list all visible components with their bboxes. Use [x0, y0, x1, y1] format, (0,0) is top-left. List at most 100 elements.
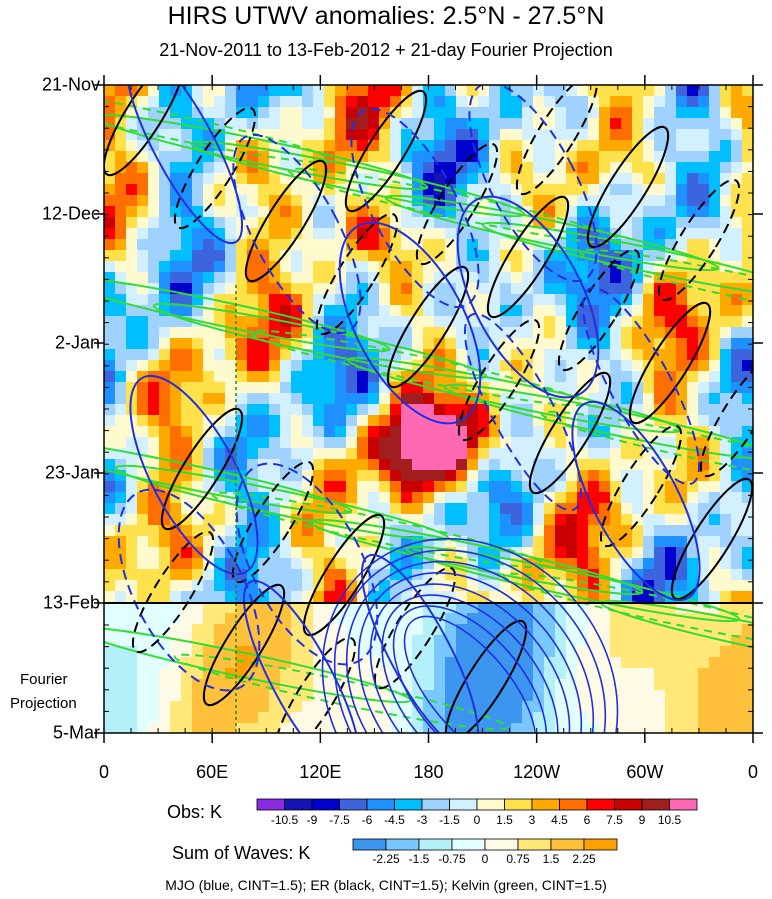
field-cell [181, 107, 193, 119]
obs-level-label: 7.5 [606, 813, 623, 827]
field-cell [566, 162, 578, 174]
field-cell [522, 536, 534, 548]
field-cell [467, 96, 479, 108]
field-cell [192, 118, 204, 130]
field-cell [368, 129, 380, 141]
field-cell [423, 668, 435, 680]
field-cell [280, 646, 292, 658]
field-cell [247, 107, 259, 119]
field-cell [280, 173, 292, 185]
field-cell [115, 646, 127, 658]
field-cell [192, 613, 204, 625]
field-cell [203, 624, 215, 636]
field-cell [181, 481, 193, 493]
field-cell [533, 118, 545, 130]
field-cell [236, 690, 248, 702]
field-cell [302, 173, 314, 185]
field-cell [423, 151, 435, 163]
field-cell [665, 481, 677, 493]
field-cell [214, 547, 226, 559]
field-cell [643, 316, 655, 328]
field-cell [621, 668, 633, 680]
field-cell [181, 250, 193, 262]
field-cell [654, 151, 666, 163]
field-cell [291, 305, 303, 317]
field-cell [643, 228, 655, 240]
field-cell [456, 360, 468, 372]
field-cell [258, 85, 270, 97]
field-cell [544, 459, 556, 471]
field-cell [126, 635, 138, 647]
field-cell [247, 459, 259, 471]
field-cell [445, 635, 457, 647]
field-cell [115, 140, 127, 152]
field-cell [214, 382, 226, 394]
field-cell [357, 382, 369, 394]
field-cell [555, 184, 567, 196]
field-cell [159, 547, 171, 559]
field-cell [313, 712, 325, 724]
field-cell [599, 107, 611, 119]
field-cell [170, 404, 182, 416]
field-cell [654, 327, 666, 339]
field-cell [258, 712, 270, 724]
field-cell [335, 415, 347, 427]
field-cell [280, 558, 292, 570]
field-cell [676, 217, 688, 229]
field-cell [566, 283, 578, 295]
field-cell [698, 393, 710, 405]
field-cell [434, 239, 446, 251]
field-cell [137, 272, 149, 284]
field-cell [698, 96, 710, 108]
field-cell [247, 206, 259, 218]
field-cell [390, 481, 402, 493]
field-cell [412, 470, 424, 482]
field-cell [258, 96, 270, 108]
field-cell [335, 129, 347, 141]
field-cell [599, 382, 611, 394]
field-cell [368, 272, 380, 284]
field-cell [148, 261, 160, 273]
field-cell [148, 140, 160, 152]
field-cell [522, 723, 534, 733]
field-cell [434, 360, 446, 372]
field-cell [115, 492, 127, 504]
field-cell [742, 459, 753, 471]
field-cell [104, 393, 116, 405]
field-cell [379, 107, 391, 119]
field-cell [467, 371, 479, 383]
field-cell [214, 492, 226, 504]
field-cell [566, 558, 578, 570]
field-cell [610, 580, 622, 592]
field-cell [478, 514, 490, 526]
field-cell [115, 701, 127, 713]
field-cell [511, 558, 523, 570]
field-cell [302, 239, 314, 251]
field-cell [335, 404, 347, 416]
field-cell [258, 382, 270, 394]
field-cell [280, 503, 292, 515]
field-cell [401, 470, 413, 482]
field-cell [588, 85, 600, 97]
field-cell [555, 261, 567, 273]
field-cell [126, 426, 138, 438]
field-cell [357, 349, 369, 361]
field-cell [467, 415, 479, 427]
field-cell [423, 679, 435, 691]
field-cell [434, 624, 446, 636]
field-cell [335, 613, 347, 625]
field-cell [709, 151, 721, 163]
field-cell [291, 184, 303, 196]
field-cell [577, 470, 589, 482]
field-cell [632, 338, 644, 350]
field-cell [291, 118, 303, 130]
field-cell [313, 613, 325, 625]
field-cell [489, 184, 501, 196]
field-cell [115, 217, 127, 229]
field-cell [126, 701, 138, 713]
field-cell [280, 294, 292, 306]
field-cell [159, 448, 171, 460]
field-cell [632, 118, 644, 130]
field-cell [401, 448, 413, 460]
field-cell [269, 294, 281, 306]
